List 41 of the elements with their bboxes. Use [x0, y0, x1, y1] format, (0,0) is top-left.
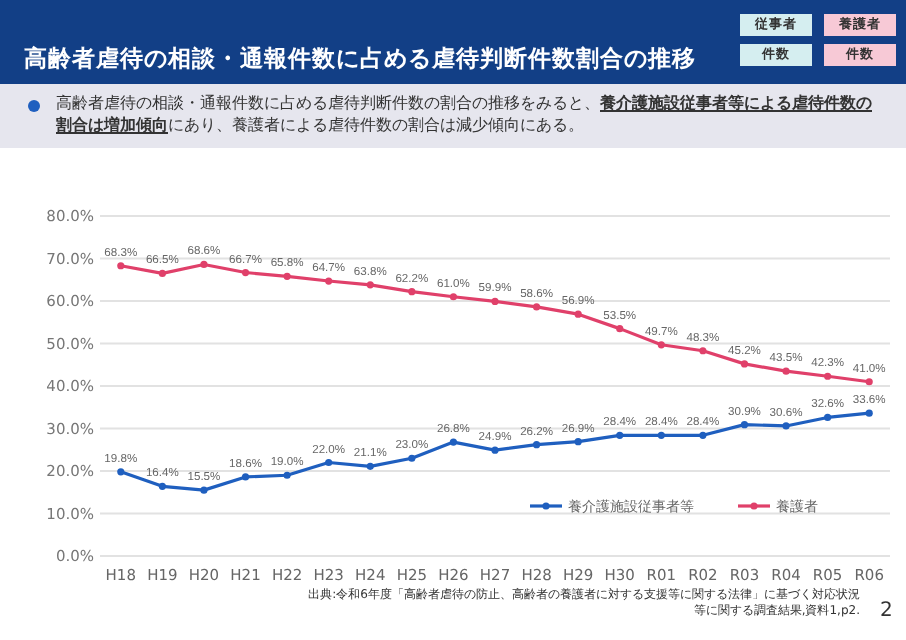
point [325, 458, 333, 467]
point [657, 341, 665, 349]
point [574, 438, 582, 446]
point [699, 347, 707, 355]
point [616, 325, 624, 333]
point [782, 367, 790, 375]
chart-title: 高齢者虐待の相談・通報件数に占める虐待判断件数割合の推移 [24, 44, 696, 74]
point [408, 288, 416, 296]
point [657, 431, 665, 439]
point [824, 413, 832, 422]
point [200, 260, 208, 269]
point [449, 293, 458, 301]
point [366, 281, 374, 289]
point [740, 421, 749, 429]
point [117, 262, 125, 270]
point [699, 431, 707, 439]
text: 高齢者虐待の相談・通報件数に占める虐待判断件数の割合の推移をみると、養介護施設従事者等による虐待件数の割合は増加傾向にあり、養護者による虐待件数の割合は減少傾向にある。 [56, 94, 872, 134]
point [449, 438, 458, 446]
point [491, 297, 499, 306]
point [117, 468, 125, 476]
point [200, 486, 208, 494]
point [616, 431, 624, 439]
point [532, 441, 541, 449]
point [241, 473, 250, 481]
point [158, 269, 166, 277]
text: 2 [880, 600, 893, 622]
point [574, 310, 582, 318]
point [325, 277, 333, 285]
point [491, 446, 499, 454]
point [865, 378, 873, 386]
point [740, 360, 749, 368]
point [241, 268, 250, 277]
point [865, 409, 873, 417]
point [283, 272, 291, 280]
point [158, 482, 166, 490]
point [366, 462, 374, 470]
point [408, 454, 416, 462]
point [782, 422, 790, 430]
point [532, 303, 541, 311]
point [824, 372, 832, 380]
point [283, 471, 291, 479]
